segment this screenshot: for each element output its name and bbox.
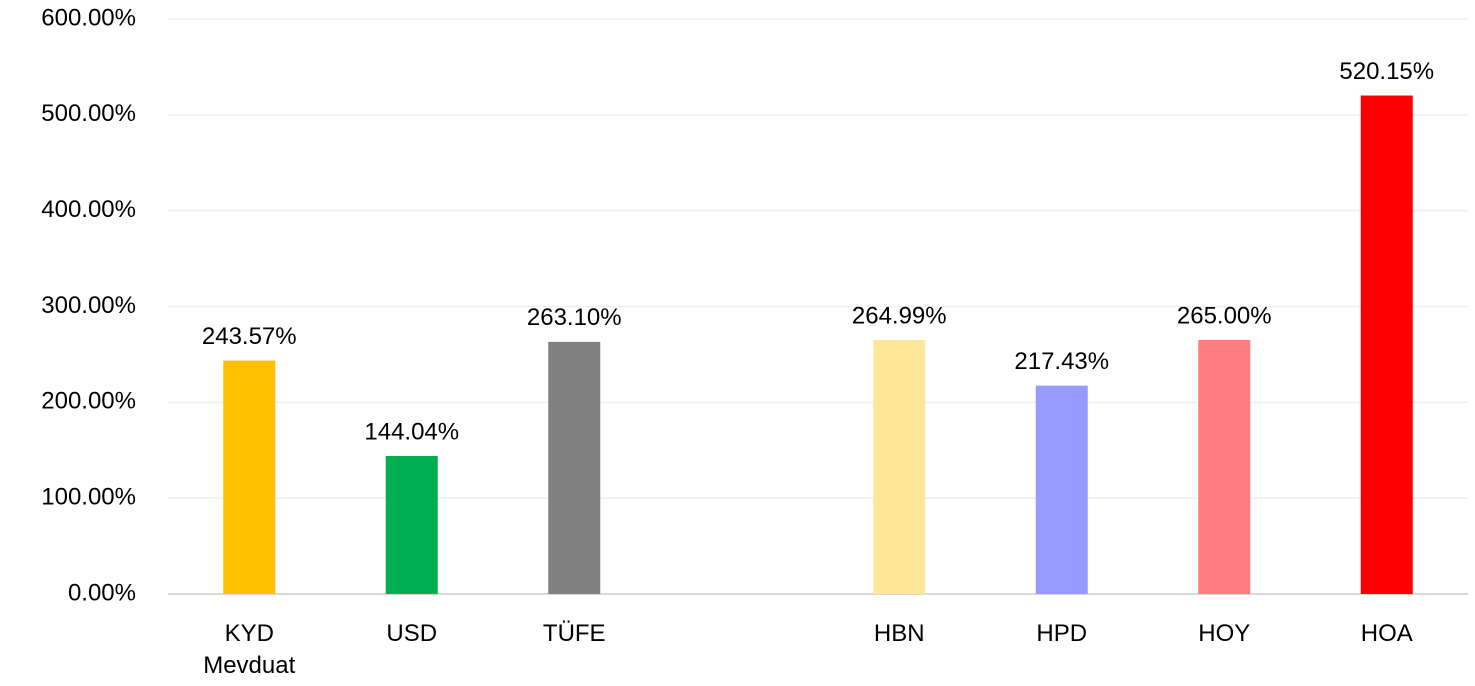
y-tick-label: 0.00% — [68, 579, 136, 606]
y-tick-label: 600.00% — [41, 4, 136, 31]
data-label: 265.00% — [1177, 302, 1272, 329]
y-tick-label: 300.00% — [41, 292, 136, 319]
x-tick-label: HPD — [1036, 620, 1088, 647]
y-tick-label: 400.00% — [41, 196, 136, 223]
bar — [1360, 95, 1413, 594]
x-tick-label: HBN — [873, 620, 925, 647]
data-label: 144.04% — [364, 418, 459, 445]
bar — [1198, 340, 1251, 594]
x-tick-label: HOY — [1198, 620, 1251, 647]
data-label: 520.15% — [1339, 58, 1434, 85]
x-tick-label: USD — [386, 620, 438, 647]
bar — [223, 360, 276, 594]
x-tick-label: KYD Mevduat — [203, 620, 296, 679]
bar — [548, 341, 601, 594]
bar — [873, 340, 926, 594]
y-tick-label: 200.00% — [41, 388, 136, 415]
x-tick-label: TÜFE — [542, 620, 606, 647]
data-label: 217.43% — [1014, 348, 1109, 375]
data-label: 263.10% — [527, 304, 622, 331]
data-label: 243.57% — [202, 323, 297, 350]
x-tick-label: HOA — [1360, 620, 1413, 647]
data-label: 264.99% — [852, 302, 947, 329]
bar — [1035, 385, 1088, 594]
y-tick-label: 100.00% — [41, 484, 136, 511]
bar — [385, 455, 438, 594]
y-tick-label: 500.00% — [41, 100, 136, 127]
